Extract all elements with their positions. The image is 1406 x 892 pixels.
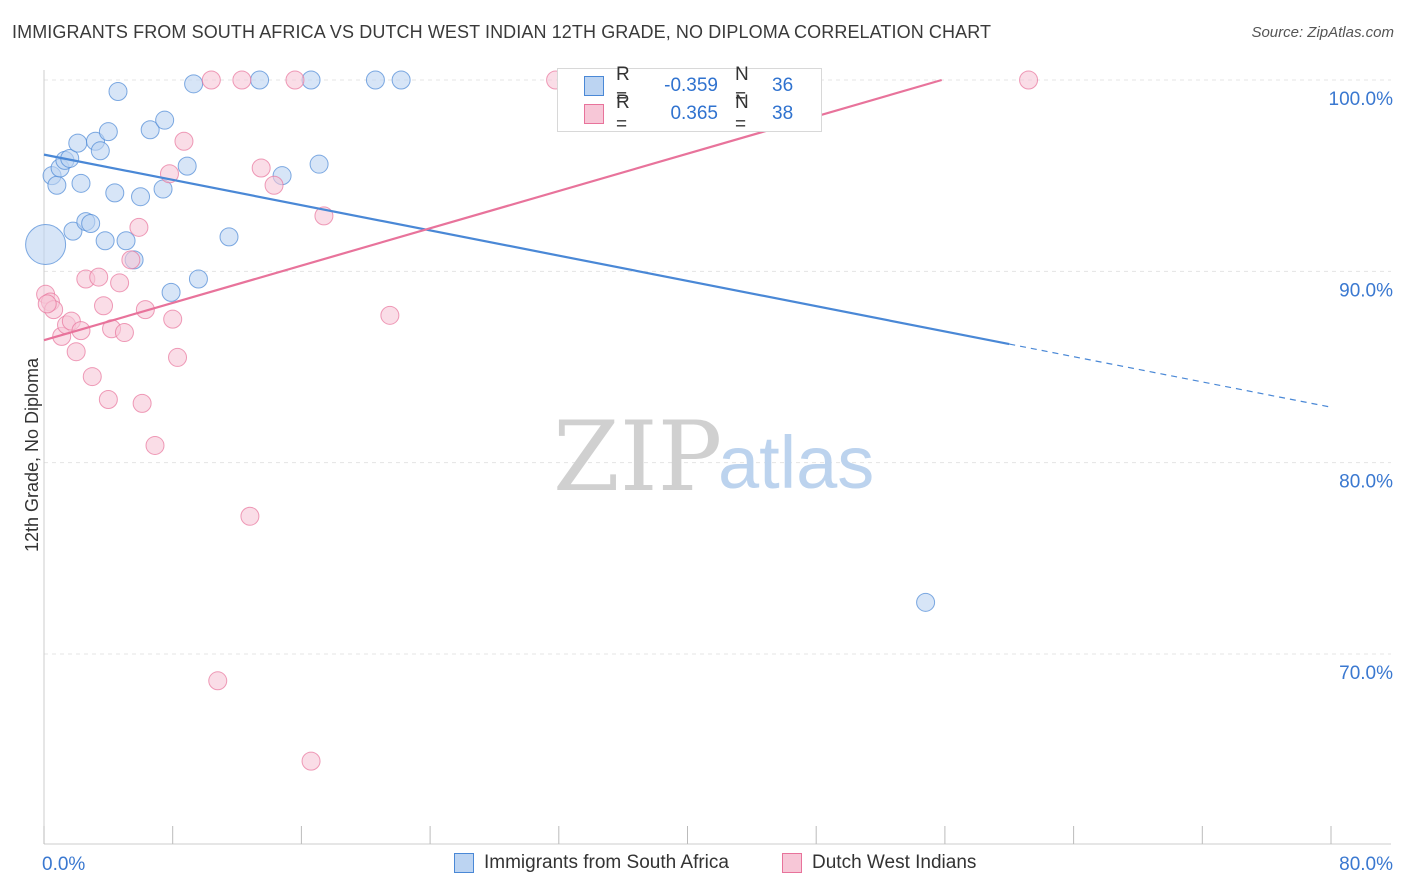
point-dutch-west-indians	[114, 323, 134, 343]
point-south-africa	[63, 221, 83, 241]
stats-n-label: N =	[735, 92, 749, 135]
stats-swatch-pink	[584, 104, 604, 124]
point-dutch-west-indians	[380, 305, 400, 325]
x-tick-label: 0.0%	[42, 854, 85, 875]
point-south-africa	[81, 214, 101, 233]
point-south-africa	[301, 70, 321, 90]
x-tick-labels: 0.0% 80.0%	[42, 854, 1393, 875]
axes	[43, 70, 1391, 845]
legend-item-dutch-west-indians[interactable]: Dutch West Indians	[782, 852, 976, 874]
stats-r-label: R =	[616, 64, 630, 107]
y-tick-label: 90.0%	[1339, 280, 1393, 301]
point-dutch-west-indians	[135, 300, 155, 320]
stats-r-value: -0.359	[664, 75, 718, 96]
point-south-africa	[95, 231, 115, 251]
y-tick-label: 100.0%	[1329, 89, 1394, 110]
chart-title: IMMIGRANTS FROM SOUTH AFRICA VS DUTCH WE…	[12, 22, 992, 42]
point-dutch-west-indians	[201, 70, 221, 90]
legend-swatch-blue	[454, 853, 474, 873]
point-south-africa	[177, 156, 197, 176]
point-south-africa	[188, 269, 208, 289]
trend-extension-south-africa	[1009, 343, 1332, 408]
point-dutch-west-indians	[1019, 70, 1039, 90]
stats-r-label: R =	[616, 92, 630, 135]
point-dutch-west-indians	[251, 158, 271, 178]
point-south-africa	[309, 154, 329, 174]
point-dutch-west-indians	[82, 367, 102, 387]
trend-line-south-africa	[43, 153, 1010, 346]
point-south-africa	[250, 70, 270, 90]
stats-swatch-blue	[584, 76, 604, 96]
source-label: Source: ZipAtlas.com	[1251, 24, 1394, 41]
point-dutch-west-indians	[71, 321, 91, 341]
grid-lines	[44, 79, 1391, 655]
point-south-africa	[47, 175, 67, 195]
point-dutch-west-indians	[94, 296, 114, 316]
point-dutch-west-indians	[301, 751, 321, 771]
point-south-africa	[161, 282, 181, 302]
legend-label: Dutch West Indians	[812, 852, 977, 873]
watermark-zip: ZIP	[553, 401, 722, 513]
point-dutch-west-indians	[89, 267, 109, 287]
point-dutch-west-indians	[232, 70, 252, 90]
point-dutch-west-indians	[98, 390, 118, 410]
y-tick-labels: 100.0% 90.0% 80.0% 70.0%	[1329, 89, 1394, 684]
y-axis-label: 12th Grade, No Diploma	[22, 357, 42, 552]
stats-n-value: 38	[772, 103, 794, 124]
point-south-africa	[98, 122, 118, 142]
data-points	[25, 70, 1039, 771]
point-dutch-west-indians	[66, 342, 86, 362]
point-south-africa	[105, 183, 125, 203]
point-dutch-west-indians	[285, 70, 305, 90]
point-south-africa	[916, 592, 936, 612]
point-south-africa	[219, 227, 239, 247]
point-dutch-west-indians	[121, 250, 141, 270]
watermark-atlas: atlas	[718, 421, 874, 504]
point-dutch-west-indians	[132, 393, 152, 413]
point-south-africa	[131, 187, 151, 207]
legend-item-south-africa[interactable]: Immigrants from South Africa	[454, 852, 729, 874]
point-south-africa	[140, 120, 160, 140]
point-dutch-west-indians	[110, 273, 130, 293]
stats-legend: R = -0.359 N = 36 R = 0.365 N = 38	[557, 64, 822, 135]
legend-label: Immigrants from South Africa	[484, 852, 729, 873]
point-dutch-west-indians	[168, 347, 188, 367]
point-south-africa	[25, 224, 67, 266]
point-dutch-west-indians	[174, 131, 194, 151]
point-south-africa	[71, 173, 91, 193]
point-dutch-west-indians	[208, 671, 228, 691]
point-south-africa	[68, 133, 88, 153]
point-south-africa	[184, 74, 204, 94]
series-legend: Immigrants from South Africa Dutch West …	[0, 852, 1406, 876]
point-dutch-west-indians	[240, 506, 260, 526]
stats-r-value: 0.365	[670, 103, 718, 124]
legend-swatch-pink	[782, 853, 802, 873]
point-dutch-west-indians	[145, 435, 165, 455]
point-dutch-west-indians	[163, 309, 183, 329]
stats-n-value: 36	[772, 75, 794, 96]
point-dutch-west-indians	[129, 217, 149, 237]
x-tick-label: 80.0%	[1339, 854, 1393, 875]
point-dutch-west-indians	[264, 175, 284, 195]
y-tick-label: 70.0%	[1339, 663, 1393, 684]
point-dutch-west-indians	[37, 294, 57, 314]
point-south-africa	[155, 110, 175, 130]
stats-n-label: N =	[735, 64, 749, 107]
point-south-africa	[108, 81, 128, 101]
point-south-africa	[116, 231, 136, 251]
y-tick-label: 80.0%	[1339, 472, 1393, 493]
point-south-africa	[365, 70, 385, 90]
point-south-africa	[90, 141, 110, 161]
point-south-africa	[391, 70, 411, 90]
